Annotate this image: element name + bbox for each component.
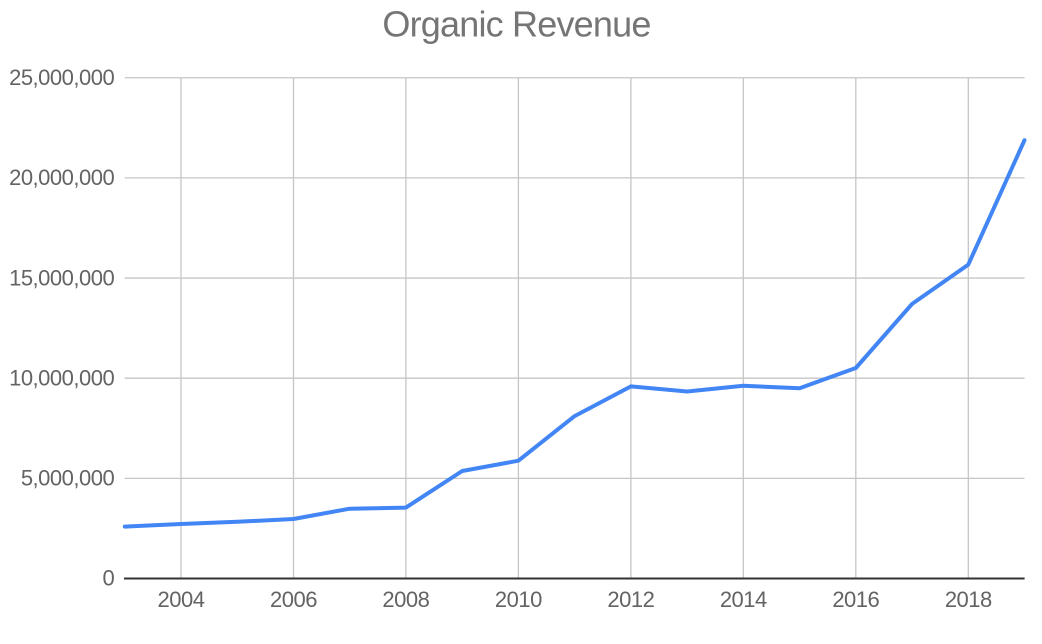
svg-text:2006: 2006 <box>270 587 317 612</box>
svg-text:2012: 2012 <box>607 587 654 612</box>
svg-text:20,000,000: 20,000,000 <box>9 165 114 190</box>
svg-text:2014: 2014 <box>720 587 767 612</box>
svg-text:Organic Revenue: Organic Revenue <box>382 4 650 45</box>
svg-text:15,000,000: 15,000,000 <box>9 265 114 290</box>
svg-text:0: 0 <box>102 566 114 591</box>
svg-text:2018: 2018 <box>945 587 992 612</box>
svg-text:2016: 2016 <box>832 587 879 612</box>
svg-text:10,000,000: 10,000,000 <box>9 365 114 390</box>
svg-text:25,000,000: 25,000,000 <box>9 65 114 90</box>
svg-text:2004: 2004 <box>158 587 205 612</box>
svg-text:2008: 2008 <box>382 587 429 612</box>
svg-text:5,000,000: 5,000,000 <box>21 466 115 491</box>
svg-text:2010: 2010 <box>495 587 542 612</box>
